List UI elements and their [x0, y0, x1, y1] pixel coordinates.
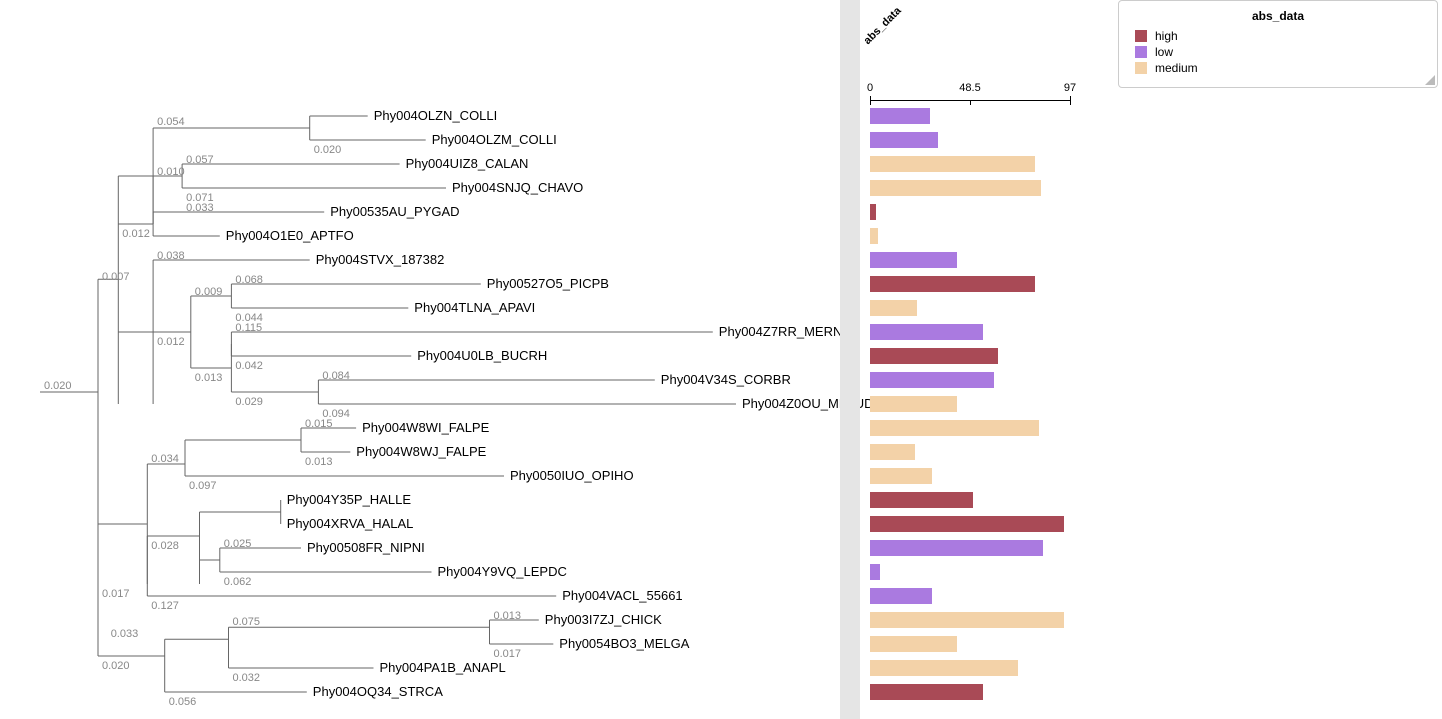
legend-title: abs_data — [1129, 9, 1427, 23]
taxon-label: Phy004VACL_55661 — [562, 587, 682, 605]
branch-length-label: 0.010 — [157, 166, 185, 178]
legend-label: medium — [1155, 61, 1198, 75]
branch-length-label: 0.057 — [186, 154, 214, 166]
branch-length-label: 0.009 — [195, 286, 223, 298]
bar-high — [870, 204, 876, 220]
legend-label: high — [1155, 29, 1178, 43]
bar-low — [870, 540, 1043, 556]
taxon-label: Phy004OQ34_STRCA — [313, 683, 443, 701]
taxon-label: Phy004STVX_187382 — [316, 251, 445, 269]
taxon-label: Phy00527O5_PICPB — [487, 275, 609, 293]
taxon-label: Phy004W8WI_FALPE — [362, 419, 489, 437]
branch-length-label: 0.068 — [235, 274, 263, 286]
branch-length-label: 0.013 — [305, 456, 333, 468]
bar-high — [870, 348, 998, 364]
branch-length-label: 0.007 — [102, 271, 130, 283]
bar-medium — [870, 396, 957, 412]
taxon-label: Phy004PA1B_ANAPL — [380, 659, 506, 677]
bar-low — [870, 324, 983, 340]
branch-length-label: 0.020 — [44, 380, 72, 392]
legend-item-medium: medium — [1135, 61, 1427, 75]
bar-high — [870, 492, 973, 508]
branch-length-label: 0.025 — [224, 538, 252, 550]
bar-medium — [870, 468, 932, 484]
branch-length-label: 0.013 — [494, 610, 522, 622]
taxon-label: Phy00508FR_NIPNI — [307, 539, 425, 557]
bar-medium — [870, 420, 1039, 436]
branch-length-label: 0.012 — [157, 336, 185, 348]
branch-length-label: 0.097 — [189, 480, 217, 492]
branch-length-label: 0.038 — [157, 250, 185, 262]
branch-length-label: 0.062 — [224, 576, 252, 588]
bar-medium — [870, 612, 1064, 628]
resize-grip-icon[interactable] — [1425, 75, 1435, 85]
taxon-label: Phy0050IUO_OPIHO — [510, 467, 634, 485]
bar-high — [870, 276, 1035, 292]
legend-item-high: high — [1135, 29, 1427, 43]
taxon-label: Phy003I7ZJ_CHICK — [545, 611, 662, 629]
branch-length-label: 0.056 — [169, 696, 197, 708]
bar-high — [870, 684, 983, 700]
legend-items: high low medium — [1129, 29, 1427, 75]
bar-medium — [870, 300, 917, 316]
branch-length-label: 0.028 — [151, 540, 179, 552]
taxon-label: Phy00535AU_PYGAD — [330, 203, 459, 221]
branch-length-label: 0.127 — [151, 600, 179, 612]
bar-high — [870, 516, 1064, 532]
legend-swatch-medium — [1135, 62, 1147, 74]
bar-medium — [870, 156, 1035, 172]
branch-length-label: 0.013 — [195, 372, 223, 384]
figure-root: Phy004OLZN_COLLI Phy004OLZM_COLLI Phy004UI… — [0, 0, 1442, 719]
bar-medium — [870, 228, 878, 244]
taxon-label: Phy004V34S_CORBR — [661, 371, 791, 389]
bar-low — [870, 252, 957, 268]
legend-item-low: low — [1135, 45, 1427, 59]
legend-swatch-low — [1135, 46, 1147, 58]
taxon-label: Phy004XRVA_HALAL — [287, 515, 414, 533]
taxon-label: Phy0054BO3_MELGA — [559, 635, 689, 653]
taxon-label: Phy004OLZN_COLLI — [374, 107, 498, 125]
bar-low — [870, 108, 930, 124]
taxon-label: Phy004Y35P_HALLE — [287, 491, 411, 509]
branch-length-label: 0.015 — [305, 418, 333, 430]
bar-medium — [870, 444, 915, 460]
branch-length-label: 0.115 — [235, 322, 262, 334]
branch-length-label: 0.075 — [233, 616, 261, 628]
branch-length-label: 0.020 — [314, 144, 342, 156]
branch-length-label: 0.017 — [102, 588, 130, 600]
bar-low — [870, 564, 880, 580]
branch-length-label: 0.020 — [102, 660, 130, 672]
branch-length-label: 0.017 — [494, 648, 522, 660]
bar-medium — [870, 180, 1041, 196]
phylogenetic-tree-panel: Phy004OLZN_COLLI Phy004OLZM_COLLI Phy004UI… — [0, 0, 840, 719]
bar-chart-panel — [870, 0, 1080, 719]
branch-length-label: 0.012 — [122, 228, 150, 240]
branch-length-label: 0.029 — [235, 396, 263, 408]
taxon-label: Phy004TLNA_APAVI — [414, 299, 535, 317]
bar-low — [870, 588, 932, 604]
branch-length-label: 0.033 — [186, 202, 214, 214]
taxon-label: Phy004UIZ8_CALAN — [406, 155, 529, 173]
branch-length-label: 0.042 — [235, 360, 263, 372]
bar-medium — [870, 660, 1018, 676]
legend-swatch-high — [1135, 30, 1147, 42]
panel-divider — [840, 0, 860, 719]
taxon-label: Phy004OLZM_COLLI — [432, 131, 557, 149]
branch-length-label: 0.034 — [151, 453, 179, 465]
bar-medium — [870, 636, 957, 652]
bar-low — [870, 132, 938, 148]
branch-length-label: 0.084 — [322, 370, 350, 382]
legend-box: abs_data high low medium — [1118, 0, 1438, 88]
branch-length-label: 0.054 — [157, 116, 185, 128]
taxon-label: Phy004Y9VQ_LEPDC — [438, 563, 567, 581]
taxon-label: Phy004U0LB_BUCRH — [417, 347, 547, 365]
taxon-label: Phy004O1E0_APTFO — [226, 227, 354, 245]
bar-low — [870, 372, 994, 388]
taxon-label: Phy004SNJQ_CHAVO — [452, 179, 583, 197]
branch-length-label: 0.033 — [111, 628, 139, 640]
legend-label: low — [1155, 45, 1173, 59]
taxon-label: Phy004Z7RR_MERNU — [719, 323, 852, 341]
taxon-label: Phy004W8WJ_FALPE — [356, 443, 486, 461]
branch-length-label: 0.032 — [233, 672, 261, 684]
